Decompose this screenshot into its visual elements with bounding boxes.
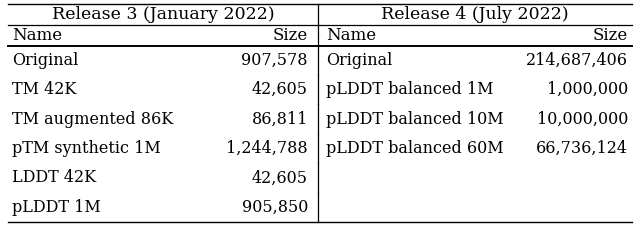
Text: TM augmented 86K: TM augmented 86K — [12, 111, 173, 128]
Text: 1,000,000: 1,000,000 — [547, 81, 628, 98]
Text: TM 42K: TM 42K — [12, 81, 76, 98]
Text: pLDDT 1M: pLDDT 1M — [12, 199, 100, 216]
Text: 86,811: 86,811 — [252, 111, 308, 128]
Text: 905,850: 905,850 — [242, 199, 308, 216]
Text: Release 3 (January 2022): Release 3 (January 2022) — [52, 6, 275, 23]
Text: Size: Size — [273, 27, 308, 44]
Text: Name: Name — [12, 27, 62, 44]
Text: 1,244,788: 1,244,788 — [227, 140, 308, 157]
Text: 42,605: 42,605 — [252, 169, 308, 186]
Text: pLDDT balanced 60M: pLDDT balanced 60M — [326, 140, 504, 157]
Text: 10,000,000: 10,000,000 — [536, 111, 628, 128]
Text: Name: Name — [326, 27, 376, 44]
Text: 214,687,406: 214,687,406 — [526, 52, 628, 69]
Text: 907,578: 907,578 — [241, 52, 308, 69]
Text: pTM synthetic 1M: pTM synthetic 1M — [12, 140, 161, 157]
Text: LDDT 42K: LDDT 42K — [12, 169, 96, 186]
Text: Original: Original — [326, 52, 392, 69]
Text: 66,736,124: 66,736,124 — [536, 140, 628, 157]
Text: pLDDT balanced 1M: pLDDT balanced 1M — [326, 81, 493, 98]
Text: Size: Size — [593, 27, 628, 44]
Text: Release 4 (July 2022): Release 4 (July 2022) — [381, 6, 569, 23]
Text: pLDDT balanced 10M: pLDDT balanced 10M — [326, 111, 504, 128]
Text: 42,605: 42,605 — [252, 81, 308, 98]
Text: Original: Original — [12, 52, 78, 69]
